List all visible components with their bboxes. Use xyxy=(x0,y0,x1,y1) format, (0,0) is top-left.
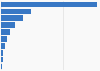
Bar xyxy=(1,9,31,14)
Bar xyxy=(1,22,15,28)
Bar xyxy=(1,43,5,49)
Bar xyxy=(1,2,97,7)
Bar xyxy=(1,57,2,62)
Bar xyxy=(1,64,2,69)
Bar xyxy=(1,36,7,42)
Bar xyxy=(1,50,4,56)
Bar xyxy=(1,15,23,21)
Bar xyxy=(1,29,10,35)
